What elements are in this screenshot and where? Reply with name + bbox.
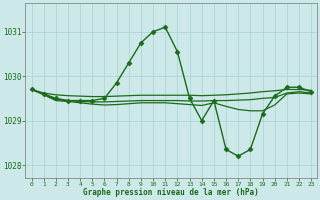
- X-axis label: Graphe pression niveau de la mer (hPa): Graphe pression niveau de la mer (hPa): [84, 188, 259, 197]
